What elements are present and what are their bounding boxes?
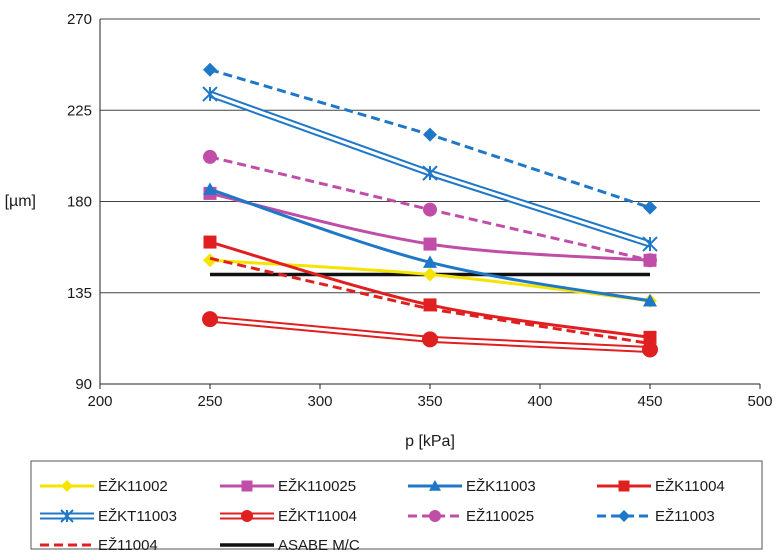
x-tick-label: 500 bbox=[747, 393, 772, 410]
marker-diamond bbox=[643, 200, 657, 215]
x-tick-label: 300 bbox=[307, 393, 332, 410]
x-tick-label: 450 bbox=[637, 393, 662, 410]
legend-label: EŽKT11004 bbox=[278, 508, 357, 525]
series-lines bbox=[202, 62, 658, 358]
gridlines bbox=[100, 18, 760, 294]
marker-triangle bbox=[423, 255, 437, 268]
marker-star bbox=[422, 165, 438, 181]
legend-label: EŽK11004 bbox=[655, 478, 725, 495]
marker-diamond bbox=[423, 267, 437, 282]
marker-diamond bbox=[61, 480, 73, 492]
series-EŽKT11004 bbox=[202, 311, 658, 358]
series-EŽ110025 bbox=[203, 149, 657, 268]
marker-square bbox=[203, 235, 217, 249]
marker-square bbox=[618, 480, 630, 492]
y-tick-labels: 90 135 180 225 270 bbox=[67, 11, 92, 393]
legend-box bbox=[30, 460, 763, 550]
marker-circle bbox=[422, 331, 438, 348]
x-tick-labels: 200 250 300 350 400 450 500 bbox=[87, 384, 773, 410]
series-EŽ11004 bbox=[209, 256, 651, 345]
marker-star bbox=[642, 236, 658, 252]
series-EŽK11003 bbox=[203, 182, 657, 307]
marker-triangle bbox=[429, 480, 441, 491]
marker-circle bbox=[203, 149, 217, 164]
y-tick-label: 270 bbox=[67, 11, 92, 28]
marker-circle bbox=[429, 510, 441, 522]
legend-item: EŽ11003 bbox=[597, 508, 715, 525]
legend-item: EŽK11003 bbox=[408, 478, 536, 495]
marker-square bbox=[423, 237, 437, 251]
marker-circle bbox=[241, 510, 253, 522]
legend-label: EŽK11003 bbox=[466, 478, 536, 495]
marker-star bbox=[60, 509, 74, 523]
legend-item: EŽK11002 bbox=[40, 478, 168, 495]
series-line bbox=[209, 256, 651, 345]
x-tick-label: 200 bbox=[87, 393, 112, 410]
marker-triangle bbox=[643, 293, 657, 307]
marker-diamond bbox=[423, 127, 437, 142]
legend-item: ASABE M/C bbox=[220, 537, 360, 554]
legend: EŽK11002 EŽK110025 EŽK11003 EŽK11004 EŽKT110… bbox=[30, 460, 763, 554]
y-axis-label: [µm] bbox=[5, 193, 36, 210]
y-tick-label: 180 bbox=[67, 194, 92, 211]
series-EŽ11003 bbox=[203, 62, 657, 215]
marker-circle bbox=[642, 341, 658, 358]
legend-label: ASABE M/C bbox=[278, 537, 360, 554]
x-axis-label: p [kPa] bbox=[405, 433, 455, 450]
marker-circle bbox=[423, 202, 437, 217]
legend-item: EŽK110025 bbox=[220, 478, 356, 495]
legend-label: EŽ110025 bbox=[466, 508, 534, 525]
marker-triangle bbox=[203, 182, 217, 195]
x-tick-label: 250 bbox=[197, 393, 222, 410]
marker-square bbox=[241, 480, 253, 492]
legend-item: EŽK11004 bbox=[597, 478, 725, 495]
marker-diamond bbox=[203, 62, 217, 77]
legend-label: EŽKT11003 bbox=[98, 508, 177, 525]
x-tick-label: 400 bbox=[527, 393, 552, 410]
legend-label: EŽK11002 bbox=[98, 478, 168, 495]
y-tick-label: 225 bbox=[67, 102, 92, 119]
legend-label: EŽ11004 bbox=[98, 537, 158, 554]
series-EŽKT11003 bbox=[202, 86, 658, 252]
legend-item: EŽ11004 bbox=[40, 537, 158, 554]
y-tick-label: 135 bbox=[67, 285, 92, 302]
legend-item: EŽKT11003 bbox=[40, 508, 177, 525]
legend-label: EŽK110025 bbox=[278, 478, 356, 495]
marker-diamond bbox=[618, 510, 630, 522]
legend-label: EŽ11003 bbox=[655, 508, 715, 525]
marker-circle bbox=[202, 311, 218, 328]
marker-circle bbox=[643, 253, 657, 268]
legend-item: EŽKT11004 bbox=[220, 508, 357, 525]
y-tick-label: 90 bbox=[75, 376, 92, 393]
marker-diamond bbox=[203, 253, 217, 268]
marker-square bbox=[643, 330, 657, 344]
x-tick-label: 350 bbox=[417, 393, 442, 410]
marker-star bbox=[202, 86, 218, 102]
legend-item: EŽ110025 bbox=[408, 508, 534, 525]
